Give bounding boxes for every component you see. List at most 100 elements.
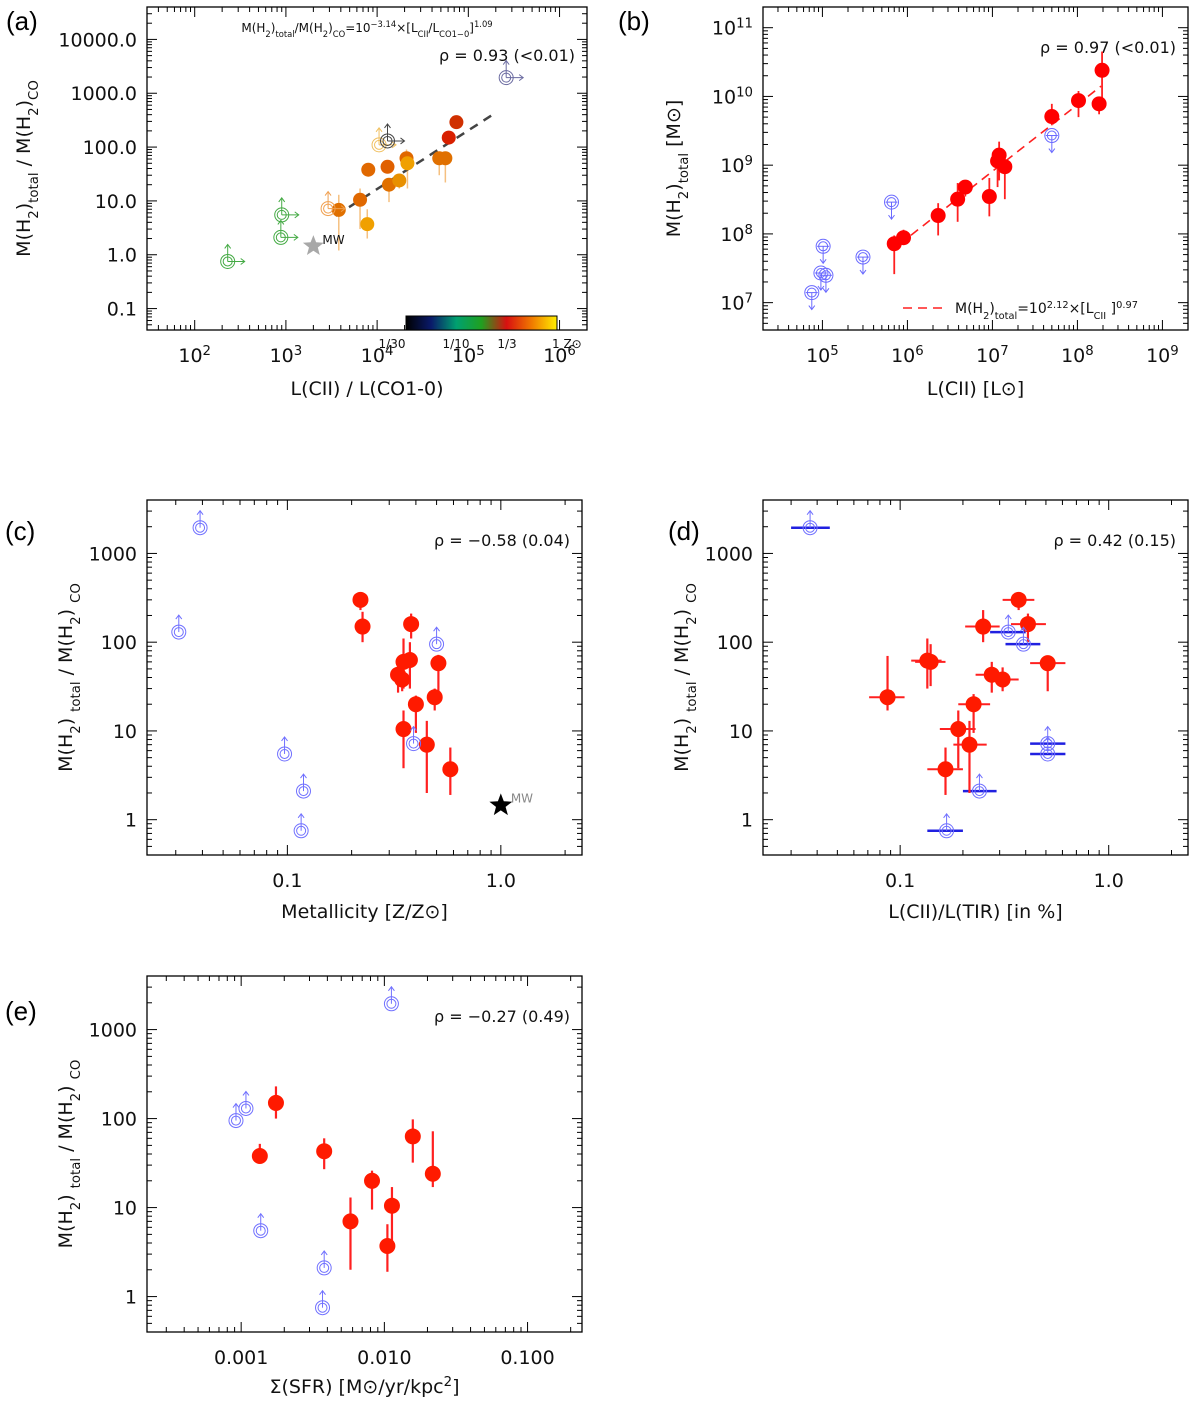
arrowhead-up-icon (1020, 626, 1027, 632)
y-axis-label: M(H2) total / M(H2) CO (671, 583, 700, 772)
mw-star-icon (489, 793, 513, 816)
x-axis-label: L(CII) [L⊙] (927, 378, 1024, 400)
y-tick-label: 10 (113, 1198, 137, 1220)
limit-marker (815, 238, 831, 265)
panel-d: 0.1 1.0 1 10 100 1000(d) ρ = 0.42 (0.15) M(H2) … (668, 499, 1189, 923)
data-point (316, 1143, 333, 1160)
correlation-annotation: ρ = 0.93 (<0.01) (439, 46, 575, 65)
data-point (879, 689, 896, 706)
arrowhead-right-icon (294, 211, 300, 219)
arrowhead-up-icon (196, 509, 204, 515)
arrowhead-right-icon (518, 74, 525, 82)
limit-marker (273, 219, 299, 245)
mw-label: MW (322, 233, 344, 247)
data-point (352, 591, 369, 608)
limit-marker (295, 773, 311, 799)
limit-marker (380, 123, 406, 149)
data-point (407, 696, 424, 713)
data-point (922, 653, 939, 670)
y-tick-label: 10.0 (95, 191, 137, 213)
limit-marker (320, 190, 346, 217)
limit-marker (1044, 128, 1060, 154)
data-point (418, 736, 435, 753)
data-point (1044, 109, 1060, 125)
x-tick-label: 107 (976, 344, 1009, 368)
data-point (1094, 62, 1110, 78)
limit-marker (971, 773, 987, 799)
data-point (354, 618, 371, 635)
x-tick-label: 105 (452, 344, 485, 368)
arrowhead-up-icon (410, 725, 417, 731)
arrowhead-down-icon (888, 214, 895, 220)
x-tick-label: 0.100 (500, 1347, 554, 1369)
arrowhead-down-icon (808, 305, 816, 311)
y-tick-label: 1000 (705, 543, 753, 565)
panel-label: (b) (618, 6, 650, 36)
arrowhead-up-icon (1004, 614, 1012, 620)
x-tick-label: 109 (1146, 344, 1179, 368)
arrowhead-up-icon (224, 243, 232, 249)
data-point (442, 761, 459, 778)
panel-label: (a) (6, 6, 38, 36)
colorbar: 1/30 1/10 1/3 1 Z⊙ (379, 315, 582, 351)
x-tick-label: 106 (891, 344, 924, 368)
limit-marker (315, 1289, 331, 1316)
arrowhead-up-icon (384, 123, 391, 129)
limit-marker (855, 249, 871, 275)
x-axis-label: L(CII) / L(CO1-0) (290, 378, 443, 400)
y-tick-label: 1010 (712, 85, 753, 109)
arrowhead-up-icon (257, 1212, 265, 1218)
data-point (404, 1128, 421, 1145)
data-point (360, 217, 375, 232)
data-point (991, 147, 1007, 163)
data-point (441, 130, 456, 145)
panel-label: (c) (5, 516, 35, 546)
x-tick-label: 0.1 (272, 870, 302, 892)
colorbar-label: 1/3 (497, 337, 516, 351)
colorbar-bar (405, 315, 558, 331)
data-point (1071, 93, 1087, 109)
arrowhead-up-icon (175, 614, 183, 620)
panel-a: 102 103 104 105 106 0.1 1.0 10.0 100.0 1000.0 1000… (6, 6, 588, 400)
data-point (403, 616, 420, 633)
arrowhead-down-icon (822, 287, 830, 294)
arrowhead-up-icon (300, 773, 307, 779)
x-axis-label: Σ(SFR) [M⊙/yr/kpc2] (269, 1375, 459, 1399)
limit-marker (316, 1250, 332, 1276)
arrowhead-up-icon (502, 59, 510, 65)
data-point (1039, 655, 1056, 672)
limit-marker (383, 985, 399, 1012)
data-point (424, 1165, 441, 1182)
limit-marker (238, 1090, 254, 1116)
y-axis-label: M(H2)total / M(H2)CO (13, 80, 42, 257)
arrowhead-up-icon (943, 812, 950, 819)
x-tick-label: 1.0 (486, 870, 516, 892)
data-point (1091, 96, 1107, 112)
data-point (430, 655, 447, 672)
arrowhead-up-icon (297, 812, 305, 819)
colorbar-label: 1 Z⊙ (552, 337, 582, 351)
data-point (426, 689, 443, 706)
plot-frame (146, 975, 583, 1333)
data-point (950, 191, 966, 207)
data-point (965, 696, 982, 713)
y-tick-label: 1 (125, 1287, 137, 1309)
y-tick-label: 10000.0 (58, 29, 137, 51)
limit-marker (1040, 736, 1056, 762)
limit-marker (804, 285, 820, 311)
arrowhead-right-icon (340, 205, 346, 212)
data-point (392, 173, 407, 188)
arrowhead-up-icon (806, 509, 814, 515)
x-axis-label: L(CII)/L(TIR) [in %] (888, 901, 1062, 923)
data-point (1010, 591, 1027, 608)
arrowhead-up-icon (278, 197, 286, 203)
x-tick-label: 105 (806, 344, 839, 368)
panel-b: 105 106 107 108 109 107 108 109 1010 1011 (b) ρ = 0… (618, 6, 1189, 400)
y-tick-label: 1011 (712, 16, 753, 40)
limit-marker (406, 725, 422, 752)
mw-label: MW (511, 791, 533, 805)
data-point (364, 1172, 381, 1189)
y-tick-label: 1.0 (107, 245, 137, 267)
data-point (975, 618, 992, 635)
